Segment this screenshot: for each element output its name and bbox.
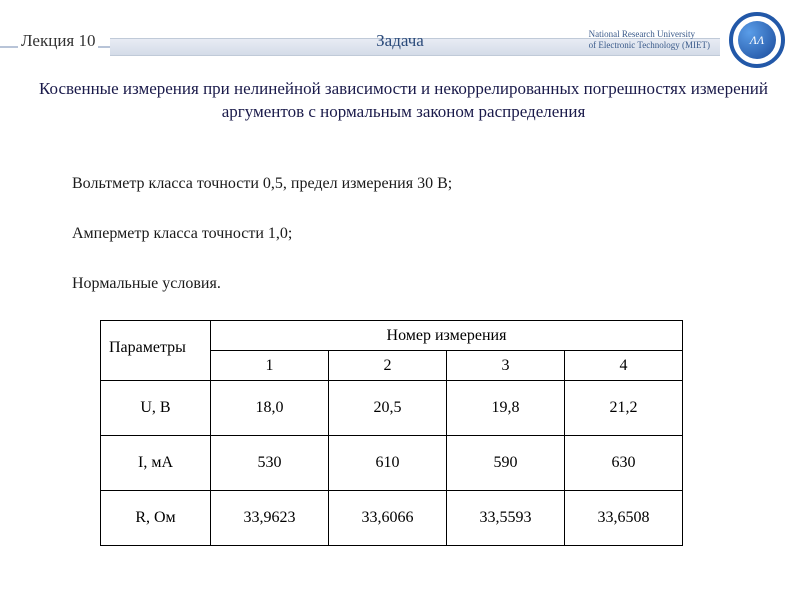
university-line1: National Research University bbox=[589, 29, 695, 39]
subtitle: Косвенные измерения при нелинейной завис… bbox=[27, 78, 780, 124]
page-title: Задача bbox=[376, 31, 424, 51]
table-header-row-1: Параметры Номер измерения bbox=[101, 321, 683, 351]
measurement-table-wrap: Параметры Номер измерения 1 2 3 4 U, В 1… bbox=[100, 320, 683, 546]
cell: 20,5 bbox=[329, 381, 447, 436]
measurement-header: Номер измерения bbox=[211, 321, 683, 351]
logo-ring: ɅΛ bbox=[729, 12, 785, 68]
cell: 530 bbox=[211, 436, 329, 491]
cell: 18,0 bbox=[211, 381, 329, 436]
body-line-3: Нормальные условия. bbox=[72, 275, 221, 293]
lecture-label: Лекция 10 bbox=[18, 31, 98, 51]
body-line-1: Вольтметр класса точности 0,5, предел из… bbox=[72, 175, 452, 193]
cell: 33,6508 bbox=[565, 491, 683, 546]
col-num-1: 1 bbox=[211, 351, 329, 381]
row-label: I, мА bbox=[101, 436, 211, 491]
table-row: I, мА 530 610 590 630 bbox=[101, 436, 683, 491]
university-name: National Research University of Electron… bbox=[589, 29, 710, 51]
col-num-2: 2 bbox=[329, 351, 447, 381]
cell: 590 bbox=[447, 436, 565, 491]
cell: 630 bbox=[565, 436, 683, 491]
cell: 21,2 bbox=[565, 381, 683, 436]
table-row: R, Ом 33,9623 33,6066 33,5593 33,6508 bbox=[101, 491, 683, 546]
measurement-table: Параметры Номер измерения 1 2 3 4 U, В 1… bbox=[100, 320, 683, 546]
cell: 33,9623 bbox=[211, 491, 329, 546]
body-line-2: Амперметр класса точности 1,0; bbox=[72, 225, 292, 243]
cell: 33,5593 bbox=[447, 491, 565, 546]
miet-logo: ɅΛ bbox=[729, 12, 785, 68]
col-num-3: 3 bbox=[447, 351, 565, 381]
logo-inner: ɅΛ bbox=[738, 21, 776, 59]
table-row: U, В 18,0 20,5 19,8 21,2 bbox=[101, 381, 683, 436]
row-label: R, Ом bbox=[101, 491, 211, 546]
cell: 33,6066 bbox=[329, 491, 447, 546]
cell: 610 bbox=[329, 436, 447, 491]
param-header: Параметры bbox=[101, 321, 211, 381]
cell: 19,8 bbox=[447, 381, 565, 436]
row-label: U, В bbox=[101, 381, 211, 436]
university-line2: of Electronic Technology (MIET) bbox=[589, 40, 710, 50]
col-num-4: 4 bbox=[565, 351, 683, 381]
